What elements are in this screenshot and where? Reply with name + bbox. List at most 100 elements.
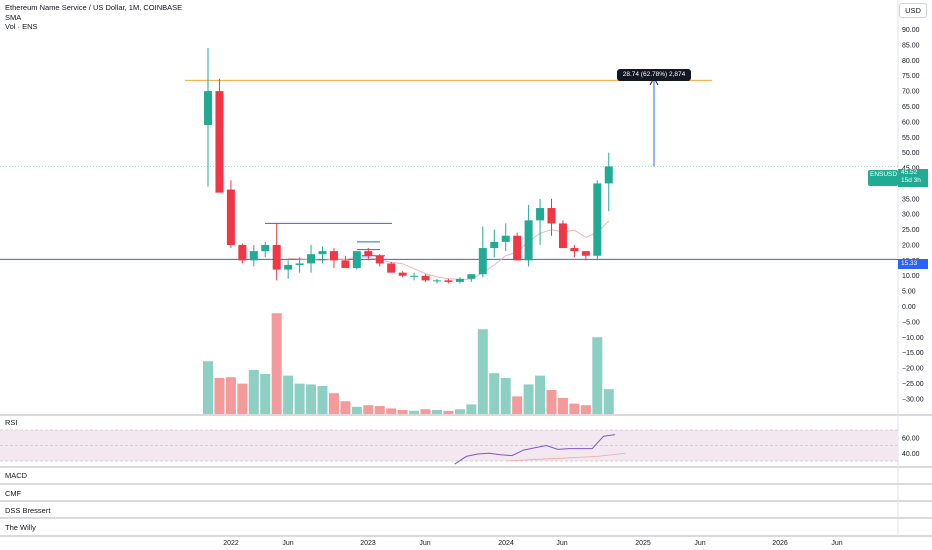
candle-body <box>318 251 327 255</box>
symbol-tag: ENSUSD <box>868 170 898 186</box>
price-tick-label: 80.00 <box>902 58 920 65</box>
candle-body <box>513 235 522 261</box>
volume-bar <box>512 396 523 414</box>
volume-bar <box>535 375 546 414</box>
price-tick-label: 5.00 <box>902 289 916 296</box>
rsi-ma-line <box>505 452 626 462</box>
price-tick-label: 35.00 <box>902 196 920 203</box>
pane-label-dss[interactable]: DSS Bressert <box>5 506 51 515</box>
candle-body <box>261 244 270 252</box>
time-tick-label: Jun <box>831 540 842 547</box>
volume-bar <box>237 383 248 414</box>
price-tick-label: −25.00 <box>902 381 924 388</box>
candle-body <box>295 263 304 265</box>
candle-body <box>478 248 487 275</box>
pane-label-rsi[interactable]: RSI <box>5 418 18 427</box>
price-tick-label: 10.00 <box>902 273 920 280</box>
volume-bar <box>214 378 225 414</box>
price-tick-label: 65.00 <box>902 104 920 111</box>
volume-bar <box>557 398 568 414</box>
price-tick-label: 70.00 <box>902 89 920 96</box>
time-tick-label: 2024 <box>498 540 514 547</box>
rsi-line <box>454 434 616 465</box>
volume-bar <box>454 409 465 414</box>
candle-body <box>249 251 258 261</box>
price-tick-label: 75.00 <box>902 73 920 80</box>
volume-bar <box>523 384 534 414</box>
volume-bar <box>500 378 511 414</box>
candle-body <box>375 255 384 264</box>
volume-bar <box>328 393 339 414</box>
price-tick-label: −15.00 <box>902 350 924 357</box>
volume-bar <box>271 313 282 414</box>
rsi-tick-label: 60.00 <box>902 435 920 442</box>
volume-bar <box>374 406 385 414</box>
candle-body <box>329 251 338 261</box>
sma-legend[interactable]: SMA <box>5 13 22 22</box>
price-tick-label: 0.00 <box>902 304 916 311</box>
last-price-value: 45.52 <box>901 169 918 176</box>
volume-bar <box>409 410 420 414</box>
symbol-tag-text: ENSUSD <box>870 171 898 178</box>
price-tick-label: −10.00 <box>902 335 924 342</box>
volume-bar <box>592 337 603 414</box>
price-tick-label: 85.00 <box>902 42 920 49</box>
price-tick-label: 55.00 <box>902 135 920 142</box>
time-tick-label: Jun <box>282 540 293 547</box>
time-tick-label: 2025 <box>635 540 651 547</box>
volume-bar <box>283 375 294 414</box>
volume-bar <box>351 406 362 414</box>
volume-bar <box>294 383 305 414</box>
candle-body <box>352 251 361 269</box>
price-tick-label: 30.00 <box>902 212 920 219</box>
pane-label-cmf[interactable]: CMF <box>5 489 22 498</box>
countdown-value: 15d 3h <box>901 177 921 184</box>
volume-bar <box>317 386 328 414</box>
candle-body <box>490 241 499 249</box>
currency-button[interactable]: USD <box>899 3 927 18</box>
volume-legend[interactable]: Vol · ENS <box>5 22 38 31</box>
time-tick-label: Jun <box>556 540 567 547</box>
candle-body <box>307 254 316 264</box>
last-price-label: 45.52 15d 3h <box>898 169 928 187</box>
candle-body <box>547 208 556 224</box>
price-tick-label: −5.00 <box>902 319 920 326</box>
volume-bar <box>603 389 614 414</box>
support-level-label: 15.33 <box>898 259 928 269</box>
candle-body <box>284 264 293 270</box>
candle-body <box>364 251 373 256</box>
candle-body <box>398 272 407 276</box>
candle-body <box>387 263 396 273</box>
candle-body <box>593 183 602 256</box>
pane-label-willy[interactable]: The Willy <box>5 523 36 532</box>
time-tick-label: 2026 <box>772 540 788 547</box>
time-tick-label: 2022 <box>223 540 239 547</box>
volume-bar <box>569 403 580 414</box>
volume-bar <box>203 361 213 414</box>
price-tick-label: 90.00 <box>902 27 920 34</box>
volume-bar <box>432 410 442 414</box>
candle-body <box>524 220 533 261</box>
measure-label: 28.74 (62.78%) 2,874 <box>617 69 691 81</box>
volume-bar <box>260 374 271 414</box>
chart-title: Ethereum Name Service / US Dollar, 1M, C… <box>5 3 183 12</box>
sma-line <box>288 220 610 280</box>
volume-bar <box>248 370 259 414</box>
candle-body <box>341 260 350 269</box>
candle-body <box>536 208 545 221</box>
price-tick-label: 50.00 <box>902 150 920 157</box>
volume-bar <box>340 401 351 414</box>
volume-bar <box>443 410 454 414</box>
candle-body <box>467 274 476 279</box>
pane-label-macd[interactable]: MACD <box>5 471 28 480</box>
price-tick-label: −20.00 <box>902 366 924 373</box>
rsi-band <box>0 430 898 461</box>
volume-bar <box>306 384 317 414</box>
candle-body <box>455 278 464 282</box>
time-tick-label: Jun <box>419 540 430 547</box>
candle-body <box>226 189 235 245</box>
candle-body <box>581 251 590 256</box>
volume-bar <box>477 329 488 414</box>
candle-body <box>501 235 510 242</box>
